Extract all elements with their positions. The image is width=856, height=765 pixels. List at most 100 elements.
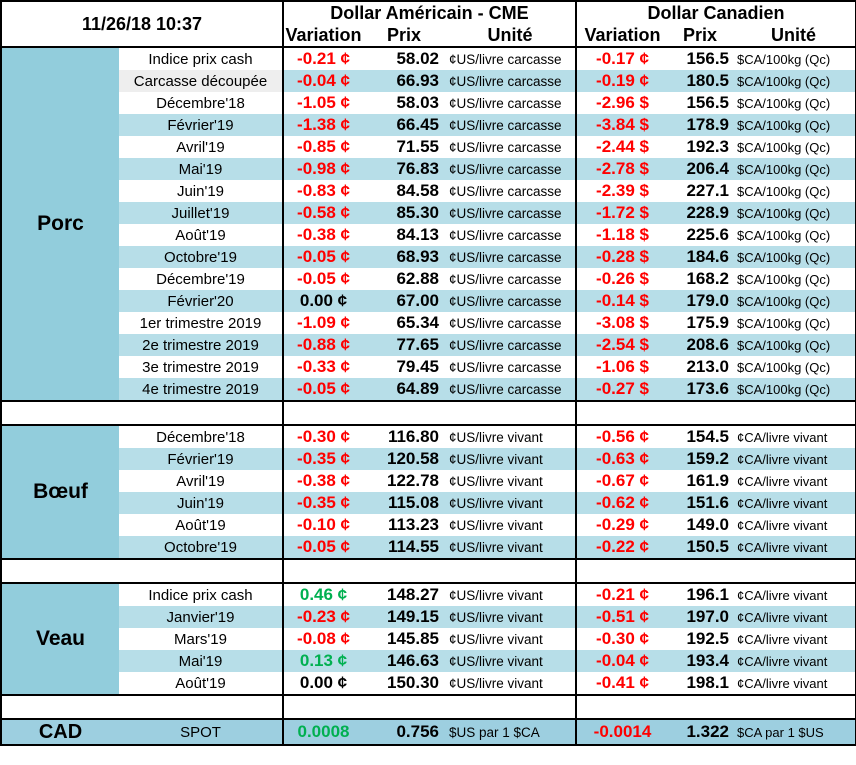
contract-label: Février'20	[119, 290, 283, 312]
spacer-cell	[575, 694, 856, 719]
usd-unit: ¢US/livre vivant	[445, 650, 576, 672]
usd-price: 113.23	[363, 514, 445, 536]
table-row: Juillet'19 -0.58 ¢ 85.30 ¢US/livre carcasse…	[1, 202, 856, 224]
usd-unit: ¢US/livre vivant	[445, 606, 576, 628]
contract-label: Avril'19	[119, 136, 283, 158]
cad-unit: $CA/100kg (Qc)	[732, 246, 856, 268]
cad-variation: -0.62 ¢	[575, 492, 668, 514]
spacer-cell	[575, 558, 856, 583]
cad-variation: -0.04 ¢	[575, 650, 668, 672]
usd-unit: ¢US/livre vivant	[445, 470, 576, 492]
usd-price: 77.65	[363, 334, 445, 356]
cad-price: 173.6	[668, 378, 732, 401]
cad-variation: -1.06 $	[575, 356, 668, 378]
cad-price: 227.1	[668, 180, 732, 202]
section-label: Porc	[1, 46, 119, 401]
cad-unit: ¢CA/livre vivant	[732, 492, 856, 514]
cad-variation: -2.78 $	[575, 158, 668, 180]
cad-variation: -2.54 $	[575, 334, 668, 356]
usd-variation: 0.46 ¢	[282, 582, 363, 606]
usd-unite-header: Unité	[487, 24, 533, 45]
cad-price: 206.4	[668, 158, 732, 180]
usd-variation: -0.05 ¢	[282, 268, 363, 290]
usd-variation: 0.00 ¢	[282, 290, 363, 312]
usd-variation: -0.85 ¢	[282, 136, 363, 158]
cad-unit: ¢CA/livre vivant	[732, 672, 856, 696]
usd-variation: -0.98 ¢	[282, 158, 363, 180]
usd-unit: ¢US/livre carcasse	[445, 136, 576, 158]
cad-unit: $CA/100kg (Qc)	[732, 46, 856, 70]
usd-price: 150.30	[363, 672, 445, 696]
cad-variation: -0.28 $	[575, 246, 668, 268]
usd-variation: -0.23 ¢	[282, 606, 363, 628]
usd-section-title: Dollar Américain - CME	[282, 1, 576, 24]
contract-label: Août'19	[119, 672, 283, 696]
usd-spot-price: 0.756	[363, 718, 445, 745]
cad-unit: ¢CA/livre vivant	[732, 470, 856, 492]
cad-price: 196.1	[668, 582, 732, 606]
cad-spot-row: CAD SPOT 0.0008 0.756 $US par 1 $CA -0.0014 1.…	[1, 718, 856, 745]
table-row: Décembre'19 -0.05 ¢ 62.88 ¢US/livre carcass…	[1, 268, 856, 290]
cad-price: 192.3	[668, 136, 732, 158]
cad-unit: $CA/100kg (Qc)	[732, 136, 856, 158]
cad-variation: -2.44 $	[575, 136, 668, 158]
contract-label: Juillet'19	[119, 202, 283, 224]
table-row: Bœuf Décembre'18 -0.30 ¢ 116.80 ¢US/livre vi…	[1, 424, 856, 559]
usd-unit: ¢US/livre vivant	[445, 448, 576, 470]
cad-unit: $CA/100kg (Qc)	[732, 356, 856, 378]
cad-section-title: Dollar Canadien	[575, 1, 856, 24]
cad-price: 228.9	[668, 202, 732, 224]
usd-price: 148.27	[363, 582, 445, 606]
table-row: Octobre'19 -0.05 ¢ 68.93 ¢US/livre carcasse…	[1, 246, 856, 268]
table-row: Veau Indice prix cash 0.46 ¢ 148.27 ¢US/livr…	[1, 582, 856, 695]
usd-unit: ¢US/livre carcasse	[445, 224, 576, 246]
cad-price: 150.5	[668, 536, 732, 559]
table-row: Carcasse découpée -0.04 ¢ 66.93 ¢US/livre c…	[1, 70, 856, 92]
usd-unit: ¢US/livre vivant	[445, 536, 576, 559]
cad-price: 149.0	[668, 514, 732, 536]
usd-unit: ¢US/livre carcasse	[445, 202, 576, 224]
contract-label: Avril'19	[119, 470, 283, 492]
usd-price: 71.55	[363, 136, 445, 158]
usd-unit: ¢US/livre carcasse	[445, 92, 576, 114]
cad-price: 184.6	[668, 246, 732, 268]
contract-label: Décembre'18	[119, 424, 283, 448]
usd-unit: ¢US/livre carcasse	[445, 246, 576, 268]
cad-price: 213.0	[668, 356, 732, 378]
cad-unit: ¢CA/livre vivant	[732, 536, 856, 559]
cad-unit: ¢CA/livre vivant	[732, 514, 856, 536]
cad-variation: -1.18 $	[575, 224, 668, 246]
usd-price: 66.93	[363, 70, 445, 92]
usd-variation: -0.33 ¢	[282, 356, 363, 378]
usd-variation: -0.10 ¢	[282, 514, 363, 536]
cad-price: 156.5	[668, 46, 732, 70]
cad-unite-header: Unité	[771, 24, 816, 45]
usd-unit: ¢US/livre carcasse	[445, 114, 576, 136]
usd-variation: -0.05 ¢	[282, 378, 363, 401]
table-row: Février'19 -1.38 ¢ 66.45 ¢US/livre carcasse…	[1, 114, 856, 136]
contract-label: Indice prix cash	[119, 46, 283, 70]
cad-variation: -0.56 ¢	[575, 424, 668, 448]
cad-unit: ¢CA/livre vivant	[732, 650, 856, 672]
table-row: Janvier'19 -0.23 ¢ 149.15 ¢US/livre vivant -…	[1, 606, 856, 628]
spacer-cell	[1, 694, 283, 719]
cad-unit: $CA/100kg (Qc)	[732, 268, 856, 290]
usd-variation: -0.21 ¢	[282, 46, 363, 70]
spacer-cell	[282, 400, 576, 425]
usd-price: 79.45	[363, 356, 445, 378]
usd-price: 145.85	[363, 628, 445, 650]
spacer-cell	[1, 400, 283, 425]
usd-price: 65.34	[363, 312, 445, 334]
usd-price: 120.58	[363, 448, 445, 470]
section-label: Bœuf	[1, 424, 119, 559]
table-row: Juin'19 -0.83 ¢ 84.58 ¢US/livre carcasse -2.…	[1, 180, 856, 202]
cad-variation: -0.14 $	[575, 290, 668, 312]
contract-label: Juin'19	[119, 180, 283, 202]
usd-variation: 0.13 ¢	[282, 650, 363, 672]
spot-label: SPOT	[119, 718, 283, 745]
usd-unit: ¢US/livre vivant	[445, 424, 576, 448]
table-row: Porc Indice prix cash -0.21 ¢ 58.02 ¢US/livr…	[1, 46, 856, 401]
cad-price: 193.4	[668, 650, 732, 672]
usd-price: 116.80	[363, 424, 445, 448]
cad-price: 168.2	[668, 268, 732, 290]
